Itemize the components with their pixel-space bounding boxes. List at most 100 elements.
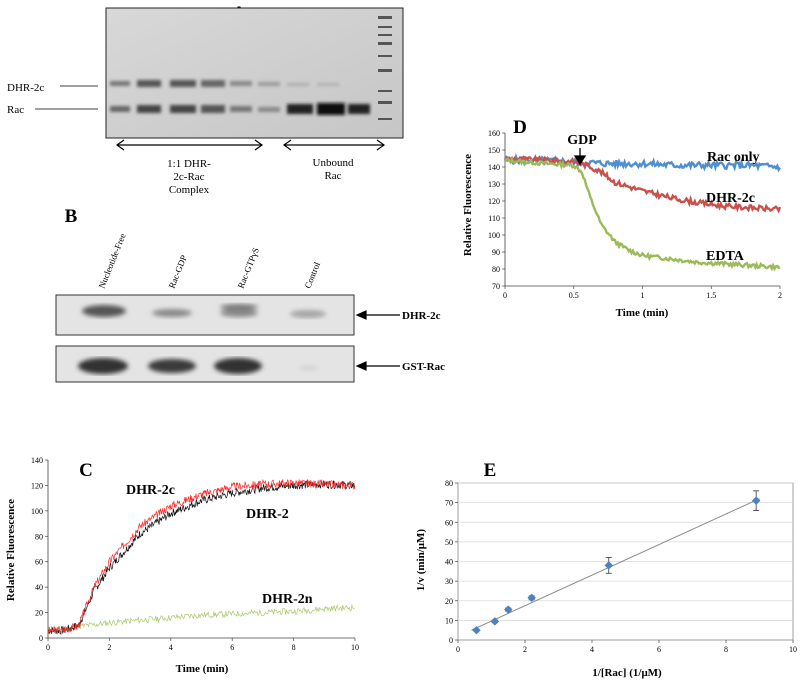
panel-e-ylabel: 1/v (min/μM)	[415, 529, 427, 591]
panel-e-xtick-label: 4	[590, 645, 594, 654]
blot-arrow-gst-rac	[355, 361, 400, 371]
caption-unbound-line-1: Unbound	[313, 157, 354, 169]
panel-a-bands	[110, 80, 370, 115]
panel-d-xtick-label: 0	[503, 291, 507, 300]
gel-band	[137, 80, 161, 87]
lane-label-nucleotide-free: Nucleotide-Free	[97, 232, 128, 290]
panel-e-ytick-label: 0	[449, 636, 453, 645]
panel-e-xtick-label: 6	[657, 645, 661, 654]
series-line-edta	[504, 156, 781, 272]
panel-e-xlabel: 1/[Rac] (1/μM)	[592, 667, 662, 679]
panel-c-xtick-label: 10	[351, 643, 359, 652]
panel-e-plot: 0 2 4 6 8 10 0 10 20 30 40 50 60 70 80	[445, 479, 797, 654]
panel-c-ytick-label: 60	[35, 558, 43, 567]
fit-line	[471, 498, 760, 631]
panel-a-ladder	[378, 16, 392, 120]
gel-band	[287, 83, 309, 86]
blot-label-dhr2c: DHR-2c	[402, 310, 441, 322]
gel-band	[170, 105, 196, 113]
panel-e-xtick-label: 10	[789, 645, 797, 654]
panel-b: B Nucleotide-Free Rac-GDP Rac-GTPγS Cont…	[55, 206, 445, 383]
panel-c-ytick-label: 100	[31, 507, 43, 516]
panel-c: C Relative Fluorescence Time (min) 0 2 4 6 8…	[5, 456, 359, 675]
series-label-rac-only: Rac only	[707, 150, 760, 165]
panel-d-ytick-label: 70	[492, 282, 500, 291]
panel-d-ytick-label: 160	[488, 129, 500, 138]
panel-d-ytick-label: 140	[488, 163, 500, 172]
gel-band	[317, 103, 345, 115]
series-label-dhr2-c: DHR-2	[246, 507, 289, 522]
lane-label-rac-gtpys: Rac-GTPγS	[236, 246, 261, 290]
blot-dhr2c-bands	[82, 304, 326, 318]
panel-c-label: C	[79, 460, 93, 481]
panel-e-ytick-label: 10	[445, 616, 453, 625]
series-line-rac-only	[503, 152, 782, 173]
gel-band	[348, 104, 370, 114]
panel-a: A	[7, 3, 404, 196]
bracket-complex	[115, 139, 264, 151]
panel-d-ylabel: Relative Fluorescence	[462, 154, 474, 256]
panel-d-label: D	[513, 117, 527, 138]
data-point-5	[604, 561, 613, 570]
gel-band	[137, 105, 161, 113]
panel-c-ytick-label: 20	[35, 609, 43, 618]
panel-c-xtick-label: 4	[169, 643, 173, 652]
panel-e-xtick-label: 2	[523, 645, 527, 654]
blot-arrow-dhr2c	[355, 310, 400, 320]
series-line-dhr2n-c	[47, 603, 355, 634]
series-line-dhr2-c	[47, 480, 356, 636]
panel-e-xtick-label: 8	[724, 645, 728, 654]
panel-c-ytick-label: 140	[31, 456, 43, 465]
panel-d-xtick-label: 1	[641, 291, 645, 300]
gel-band	[287, 104, 313, 114]
panel-d-plot: 0 0.5 1 1.5 2 70 80 90 100 110 120 130 140 150 160	[488, 129, 782, 300]
gel-band	[258, 107, 280, 112]
data-point-4	[527, 593, 536, 603]
data-point-2	[490, 617, 500, 626]
gel-band	[317, 83, 339, 86]
panel-d: D Relative Fluorescence Time (min) 0 0.5 1…	[462, 117, 782, 319]
blot-gst-rac-bands	[78, 358, 319, 374]
panel-c-ylabel: Relative Fluorescence	[5, 499, 17, 601]
panel-e-ytick-label: 30	[445, 577, 453, 586]
panel-c-ytick-label: 0	[39, 634, 43, 643]
panel-c-xtick-label: 6	[230, 643, 234, 652]
panel-d-ytick-label: 90	[492, 248, 500, 257]
gel-band	[230, 81, 252, 86]
band-label-rac: Rac	[7, 104, 24, 116]
gel-band	[170, 80, 196, 87]
caption-complex-line-3: Complex	[169, 184, 210, 196]
data-point-1	[472, 625, 481, 635]
series-label-edta: EDTA	[706, 249, 745, 264]
panel-e-ytick-label: 60	[445, 518, 453, 527]
series-label-dhr2c-d: DHR-2c	[706, 191, 755, 206]
panel-d-ytick-label: 100	[488, 231, 500, 240]
caption-unbound-line-2: Rac	[324, 170, 341, 182]
lane-label-rac-gdp: Rac-GDP	[167, 254, 189, 290]
panel-c-xlabel: Time (min)	[176, 663, 229, 675]
panel-e-ytick-label: 70	[445, 499, 453, 508]
panel-c-ytick-label: 40	[35, 583, 43, 592]
series-line-dhr2c-c	[47, 478, 356, 635]
gel-band	[201, 105, 225, 113]
bracket-unbound	[282, 139, 386, 151]
panel-e-label: E	[484, 460, 497, 481]
series-line-dhr2c-d	[504, 154, 782, 214]
panel-d-ytick-label: 80	[492, 265, 500, 274]
gel-band	[201, 80, 225, 87]
data-point-6	[751, 496, 761, 505]
panel-b-label: B	[65, 206, 78, 227]
caption-complex-line-2: 2c-Rac	[173, 171, 204, 183]
gel-band	[110, 81, 130, 86]
panel-d-xtick-label: 2	[778, 291, 782, 300]
gel-band	[258, 82, 280, 86]
gel-band	[110, 106, 130, 112]
panel-d-xtick-label: 1.5	[706, 291, 716, 300]
panel-d-ytick-label: 150	[488, 146, 500, 155]
panel-d-ytick-label: 120	[488, 197, 500, 206]
data-point-3	[504, 605, 513, 614]
panel-d-ytick-label: 110	[488, 214, 500, 223]
panel-c-ytick-label: 80	[35, 532, 43, 541]
